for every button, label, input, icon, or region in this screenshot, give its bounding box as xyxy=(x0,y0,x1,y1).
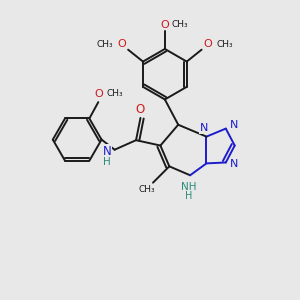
Text: O: O xyxy=(204,39,212,49)
Text: CH₃: CH₃ xyxy=(217,40,233,49)
Text: NH: NH xyxy=(181,182,197,192)
Text: O: O xyxy=(136,103,145,116)
Text: O: O xyxy=(160,20,169,30)
Text: N: N xyxy=(230,159,238,169)
Text: CH₃: CH₃ xyxy=(138,185,155,194)
Text: N: N xyxy=(103,145,112,158)
Text: CH₃: CH₃ xyxy=(171,20,188,29)
Text: O: O xyxy=(117,39,126,49)
Text: N: N xyxy=(200,123,208,133)
Text: H: H xyxy=(103,157,111,167)
Text: H: H xyxy=(185,191,192,201)
Text: CH₃: CH₃ xyxy=(106,89,123,98)
Text: O: O xyxy=(94,89,103,99)
Text: N: N xyxy=(230,120,238,130)
Text: CH₃: CH₃ xyxy=(97,40,113,49)
